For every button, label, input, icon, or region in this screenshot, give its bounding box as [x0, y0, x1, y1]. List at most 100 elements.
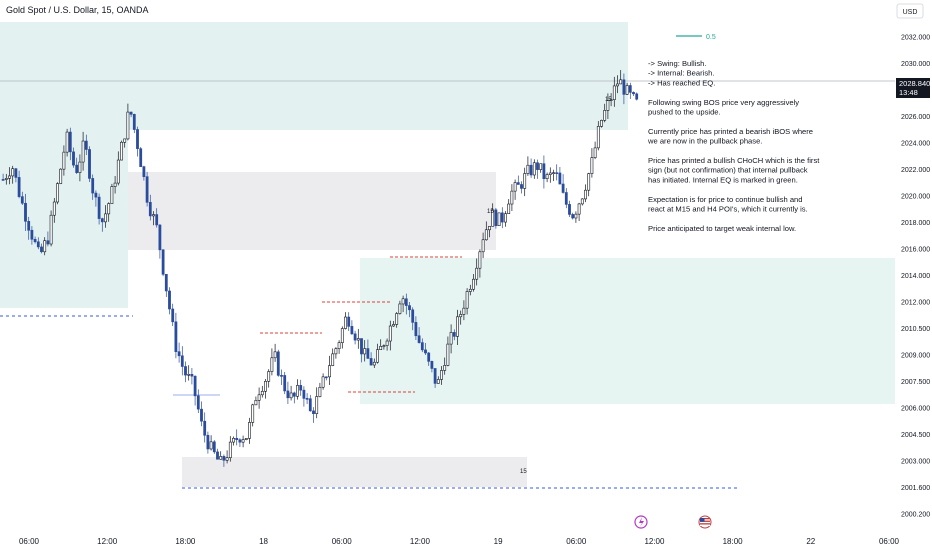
- candle-body: [449, 332, 453, 345]
- candle-body: [395, 313, 399, 325]
- candle-body: [491, 209, 495, 227]
- candle-body: [318, 386, 322, 397]
- candle-body: [260, 390, 264, 396]
- candle-body: [462, 307, 466, 315]
- candle-body: [27, 221, 31, 231]
- candle-body: [350, 326, 354, 335]
- candle-body: [299, 385, 303, 391]
- candle-body: [187, 374, 191, 376]
- x-tick-label: 06:00: [879, 537, 900, 546]
- candle-body: [504, 213, 507, 223]
- candle-body: [420, 342, 424, 351]
- x-tick-label: 18:00: [175, 537, 196, 546]
- y-tick-label: 2012.000: [901, 300, 930, 307]
- candle-body: [152, 214, 155, 217]
- candle-body: [507, 203, 511, 214]
- note-line: pushed to the upside.: [648, 108, 721, 117]
- candle-body: [552, 172, 555, 174]
- candle-body: [33, 238, 37, 243]
- candle-body: [475, 267, 479, 280]
- candle-body: [424, 349, 427, 354]
- candle-body: [529, 164, 533, 176]
- y-tick-label: 2003.000: [901, 459, 930, 466]
- candle-body: [248, 422, 251, 439]
- candle-body: [526, 164, 530, 174]
- candle-body: [276, 351, 280, 376]
- candle-body: [78, 161, 82, 173]
- candle-body: [235, 437, 239, 441]
- candle-body: [587, 173, 591, 191]
- candle-body: [305, 398, 309, 400]
- candle-body: [129, 111, 133, 115]
- candle-body: [539, 163, 543, 170]
- y-tick-label: 2009.000: [901, 353, 930, 360]
- candle-body: [430, 361, 434, 369]
- candle-body: [267, 371, 271, 382]
- candle-body: [11, 168, 15, 177]
- candle-body: [62, 151, 66, 170]
- eq-legend-label: 0.5: [706, 34, 716, 41]
- candle-body: [363, 348, 367, 355]
- note-line: Following swing BOS price very aggressiv…: [648, 98, 799, 107]
- candle-body: [616, 83, 619, 87]
- candle-body: [443, 365, 447, 371]
- candle-body: [190, 374, 194, 377]
- candle-body: [347, 316, 351, 327]
- candle-body: [40, 246, 43, 253]
- note-line: Currently price has printed a bearish iB…: [648, 127, 813, 136]
- annotation-label: 15: [605, 97, 612, 103]
- note-line: Expectation is for price to continue bul…: [648, 195, 803, 204]
- candle-body: [52, 201, 56, 216]
- y-tick-label: 2030.000: [901, 61, 930, 68]
- y-tick-label: 2000.200: [901, 512, 930, 519]
- candle-body: [628, 85, 632, 93]
- candle-body: [126, 111, 130, 140]
- internal-eq-zone: [360, 258, 898, 404]
- candle-body: [270, 357, 274, 372]
- currency-button[interactable]: [896, 3, 924, 19]
- candle-body: [408, 305, 411, 311]
- y-tick-label: 2020.000: [901, 194, 930, 201]
- candle-body: [75, 164, 79, 173]
- candle-body: [542, 163, 546, 179]
- candle-body: [472, 278, 475, 290]
- candle-body: [481, 239, 485, 253]
- x-tick-label: 12:00: [97, 537, 118, 546]
- lightning-event-icon[interactable]: [634, 515, 648, 529]
- candle-body: [302, 389, 306, 399]
- candle-body: [36, 241, 40, 248]
- candle-body: [545, 174, 549, 179]
- candle-body: [523, 173, 527, 189]
- x-tick-label: 22: [806, 537, 815, 546]
- candle-body: [340, 328, 344, 343]
- candle-body: [440, 370, 443, 380]
- candle-body: [81, 140, 85, 163]
- x-tick-label: 12:00: [644, 537, 665, 546]
- candle-body: [427, 352, 431, 362]
- candle-body: [312, 410, 315, 414]
- candle-body: [353, 333, 357, 341]
- us-flag-event-icon[interactable]: [698, 515, 712, 529]
- candle-body: [238, 439, 242, 443]
- candle-body: [622, 79, 626, 95]
- candle-body: [600, 120, 603, 127]
- candle-body: [273, 351, 277, 359]
- candle-body: [296, 385, 299, 397]
- candle-body: [484, 229, 488, 241]
- candle-body: [568, 204, 571, 215]
- candle-body: [289, 392, 293, 399]
- note-line: we are now in the pullback phase.: [647, 137, 762, 146]
- annotation-label: 15: [520, 469, 527, 475]
- candle-body: [606, 100, 610, 111]
- candle-body: [632, 92, 635, 95]
- candle-body: [414, 322, 418, 337]
- x-tick-label: 12:00: [410, 537, 431, 546]
- candle-body: [577, 203, 581, 215]
- candle-body: [609, 99, 613, 101]
- supply-zone-gray: [128, 172, 496, 250]
- y-tick-label: 2014.000: [901, 273, 930, 280]
- candle-body: [228, 441, 232, 459]
- candle-body: [171, 308, 175, 323]
